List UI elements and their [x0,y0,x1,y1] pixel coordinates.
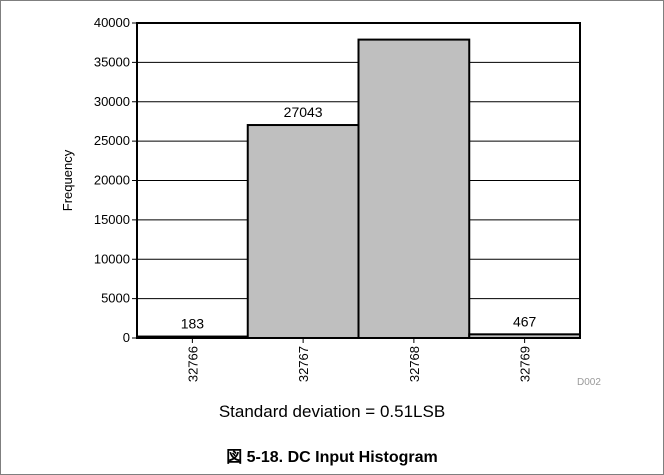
x-tick-label: 32769 [518,346,533,382]
bar-32768 [357,38,471,340]
x-tick-labels: 32766 32767 32768 32769 [185,338,533,382]
chart-subtitle: Standard deviation = 0.51LSB [218,402,446,421]
data-label: 183 [181,316,205,332]
y-tick-label: 25000 [94,133,130,148]
data-label: 467 [513,313,537,329]
x-tick-label: 32768 [407,346,422,382]
y-tick-label: 5000 [101,291,130,306]
data-labels: 183 27043 467 [181,104,537,332]
bars [136,38,581,340]
y-tick-label: 35000 [94,54,130,69]
figure-caption: 図 5-18. DC Input Histogram [226,449,438,466]
x-tick-label: 32766 [185,346,200,382]
y-tick-label: 10000 [94,251,130,266]
y-tick-labels: 0 5000 10000 15000 20000 25000 30000 35000 40000 [94,15,130,345]
y-tick-label: 20000 [94,173,130,188]
figure-code: D002 [577,377,601,388]
bar-32767 [246,124,360,339]
y-tick-label: 40000 [94,15,130,30]
plot-border [136,22,581,339]
y-tick-label: 15000 [94,212,130,227]
x-tick-label: 32767 [296,346,311,382]
histogram-chart: 0 5000 10000 15000 20000 25000 30000 35000 40000… [60,15,581,382]
data-label: 27043 [284,104,323,120]
y-axis-label: Frequency [60,149,75,211]
y-tick-label: 0 [123,330,130,345]
y-tick-label: 30000 [94,94,130,109]
